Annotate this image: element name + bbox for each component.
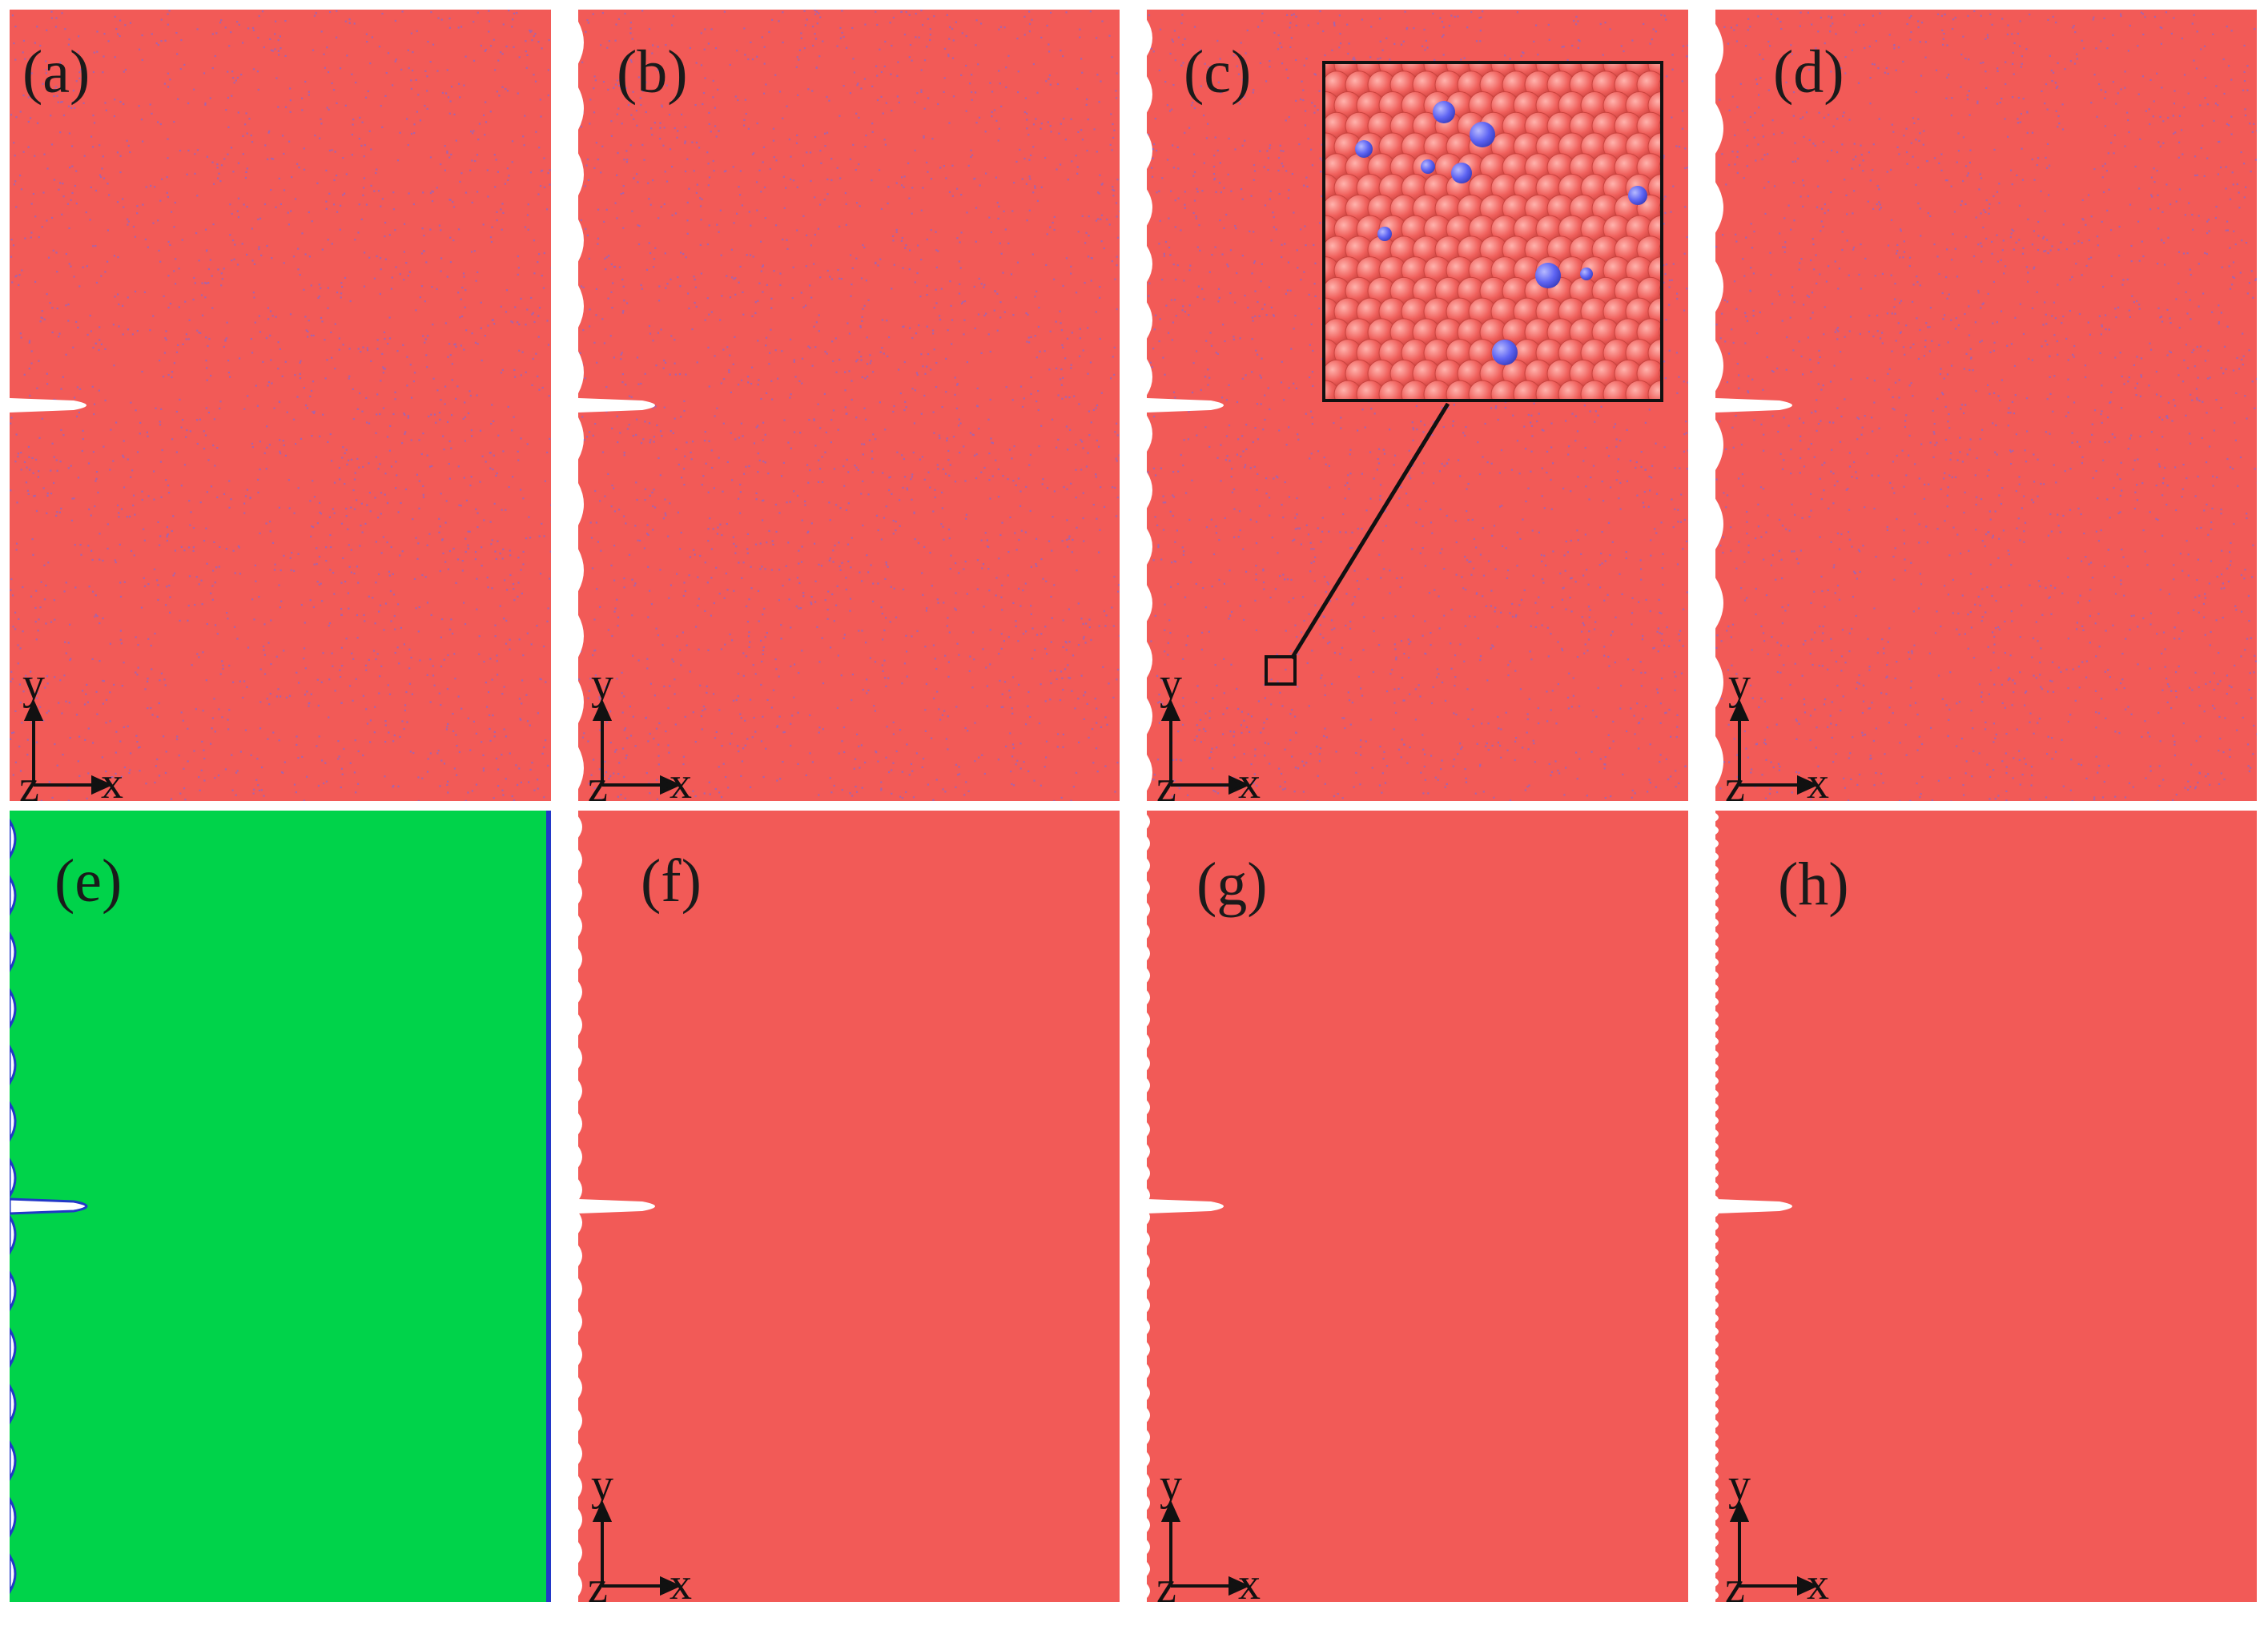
axis-y-label: y: [1160, 662, 1182, 706]
panel-label-d: (d): [1773, 42, 1844, 103]
panel-label-a: (a): [22, 42, 90, 103]
axis-triad-g: y x z: [1156, 1466, 1317, 1626]
axis-triad-b: y x z: [588, 665, 748, 825]
axis-triad-c: y x z: [1156, 665, 1317, 825]
panel-label-c: (c): [1184, 42, 1251, 103]
axis-x-label: x: [1807, 1562, 1829, 1607]
axis-x-label: x: [670, 761, 692, 806]
axis-y-label: y: [22, 662, 45, 706]
axis-z-label: z: [588, 764, 608, 809]
panel-label-h: (h): [1778, 854, 1849, 915]
axis-z-label: z: [1156, 1565, 1176, 1610]
axis-x-label: x: [101, 761, 123, 806]
atomic-inset: [1322, 61, 1663, 402]
axis-x-label: x: [670, 1562, 692, 1607]
axis-x-label: x: [1238, 1562, 1261, 1607]
axis-z-label: z: [1725, 1565, 1745, 1610]
axis-z-label: z: [19, 764, 39, 809]
axis-y-label: y: [1728, 1463, 1751, 1507]
panel-e: (e): [10, 811, 551, 1602]
axis-y-label: y: [1728, 662, 1751, 706]
axis-triad-h: y x z: [1725, 1466, 1885, 1626]
axis-triad-d: y x z: [1725, 665, 1885, 825]
zoom-region-marker: [1265, 655, 1297, 686]
axis-triad-f: y x z: [588, 1466, 748, 1626]
material-slab: [10, 811, 551, 1602]
panel-label-b: (b): [617, 42, 688, 103]
panel-label-g: (g): [1196, 854, 1268, 915]
axis-y-label: y: [1160, 1463, 1182, 1507]
axis-z-label: z: [588, 1565, 608, 1610]
axis-z-label: z: [1725, 764, 1745, 809]
axis-y-label: y: [591, 1463, 613, 1507]
axis-x-label: x: [1807, 761, 1829, 806]
atom-lattice: [1325, 64, 1660, 399]
axis-y-label: y: [591, 662, 613, 706]
axis-triad-a: y x z: [19, 665, 179, 825]
panel-label-f: (f): [641, 851, 702, 912]
panel-label-e: (e): [54, 851, 122, 912]
axis-x-label: x: [1238, 761, 1261, 806]
axis-z-label: z: [1156, 764, 1176, 809]
